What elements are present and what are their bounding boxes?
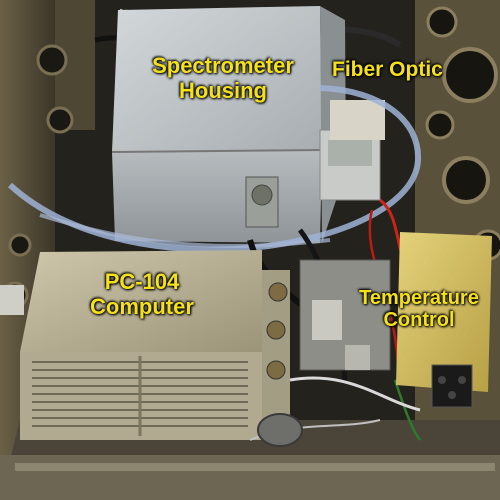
fan-grill: [257, 413, 303, 447]
temperature-control-label-line1: Temperature: [359, 287, 479, 309]
fiber-optic-label-text: Fiber Optic: [332, 58, 443, 81]
temperature-control-label-line2: Control: [383, 309, 455, 332]
fiber-optic-cable: [7, 85, 422, 253]
spectrometer-housing: [111, 6, 346, 243]
temperature-controller: [396, 232, 492, 408]
fiber-optic-label: Fiber Optic: [332, 58, 443, 82]
spectrometer-housing-label-line1: Spectrometer: [152, 53, 294, 78]
spectrometer-housing-label-line2: Housing: [179, 77, 267, 103]
temperature-control-label: Temperature Control: [340, 287, 498, 332]
spectrometer-housing-label: Spectrometer Housing: [138, 53, 308, 103]
pc104-computer-label: PC-104 Computer: [82, 269, 202, 319]
pc104-computer: [20, 250, 290, 440]
pc104-computer-label-line1: PC-104: [104, 269, 180, 294]
pc104-computer-label-line2: Computer: [90, 293, 194, 319]
